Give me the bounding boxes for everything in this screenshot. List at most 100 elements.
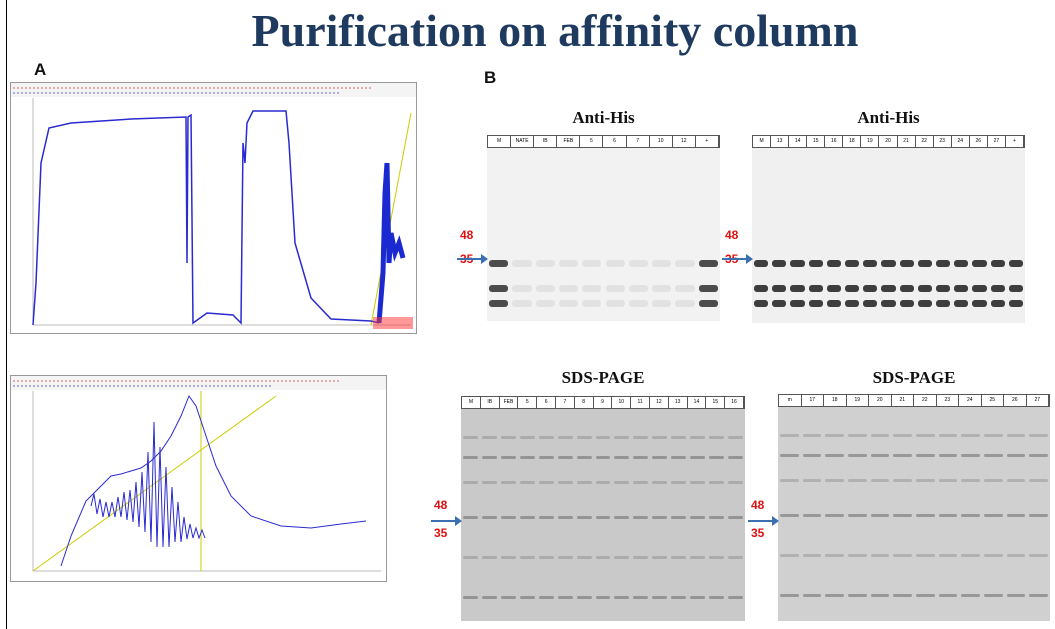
band (519, 456, 535, 459)
band (1006, 454, 1026, 457)
marker-label: 48 (751, 498, 765, 512)
arrow-head (481, 254, 488, 264)
band (538, 516, 554, 519)
band (802, 514, 822, 517)
band (481, 436, 497, 439)
lane-header: m 17 18 19 20 21 22 23 24 25 26 27 (778, 394, 1050, 407)
band (557, 556, 573, 559)
band (954, 300, 969, 307)
lane-label: 25 (982, 395, 1004, 406)
band (825, 594, 844, 597)
band (780, 434, 799, 437)
band (954, 260, 969, 267)
lane-label: 7 (556, 397, 575, 408)
lane-label: 6 (603, 136, 627, 147)
band (802, 554, 822, 557)
arrow (722, 258, 748, 260)
band (633, 481, 649, 484)
band (582, 285, 602, 292)
band (780, 594, 799, 597)
band (576, 556, 592, 559)
band (671, 596, 687, 599)
band (633, 436, 649, 439)
band (893, 434, 912, 437)
band (535, 260, 555, 267)
band (990, 300, 1005, 307)
blot-title: SDS-PAGE (561, 368, 645, 387)
band (728, 516, 743, 519)
band (595, 481, 611, 484)
band (899, 285, 914, 292)
band (690, 456, 706, 459)
lane-label: 20 (879, 136, 898, 147)
band (916, 434, 935, 437)
band (802, 594, 822, 597)
lane-header: M NATE IB FEB 5 6 7 10 12 + (487, 135, 720, 148)
band (772, 285, 787, 292)
band (557, 436, 573, 439)
lane-label: FEB (500, 397, 519, 408)
band (870, 434, 890, 437)
band (652, 285, 672, 292)
band (990, 285, 1005, 292)
band (848, 594, 867, 597)
band (728, 481, 743, 484)
lane-label: 12 (650, 397, 669, 408)
lane-label: 11 (631, 397, 650, 408)
band (614, 456, 630, 459)
band (463, 596, 478, 599)
band (481, 481, 497, 484)
blot-title: Anti-His (572, 108, 635, 127)
band (500, 556, 516, 559)
band (463, 556, 478, 559)
band (825, 514, 844, 517)
band (808, 260, 823, 267)
band (826, 260, 841, 267)
band (984, 514, 1003, 517)
band (463, 516, 478, 519)
lane-header: M 13 14 15 16 18 19 20 21 22 23 24 26 27 + (752, 135, 1025, 148)
lane-label: 20 (869, 395, 892, 406)
band (576, 596, 592, 599)
band (698, 285, 718, 292)
band (652, 556, 668, 559)
band (605, 285, 625, 292)
band (893, 514, 912, 517)
lane-label: M (488, 136, 512, 147)
band (772, 300, 787, 307)
arrow-head (455, 516, 462, 526)
band (709, 436, 725, 439)
lane-label: FEB (557, 136, 581, 147)
band (802, 434, 822, 437)
band (690, 436, 706, 439)
band (519, 436, 535, 439)
lane-label: M (462, 397, 481, 408)
arrow-head (746, 254, 753, 264)
lane-label: 19 (861, 136, 880, 147)
band (538, 481, 554, 484)
band (961, 454, 980, 457)
band (595, 436, 611, 439)
lane-label: IB (481, 397, 500, 408)
band (899, 260, 914, 267)
lane-label: IB (534, 136, 558, 147)
lane-label: 24 (959, 395, 982, 406)
band (938, 514, 958, 517)
arrow (431, 520, 457, 522)
band (500, 516, 516, 519)
band (825, 479, 844, 482)
band (557, 481, 573, 484)
band (881, 300, 896, 307)
band (870, 514, 890, 517)
band (984, 434, 1003, 437)
band (576, 481, 592, 484)
band (881, 260, 896, 267)
lane-label: 15 (807, 136, 826, 147)
lane-label: 13 (771, 136, 790, 147)
band (938, 479, 958, 482)
band (1029, 514, 1048, 517)
band (576, 456, 592, 459)
band (1029, 554, 1048, 557)
band (463, 436, 478, 439)
